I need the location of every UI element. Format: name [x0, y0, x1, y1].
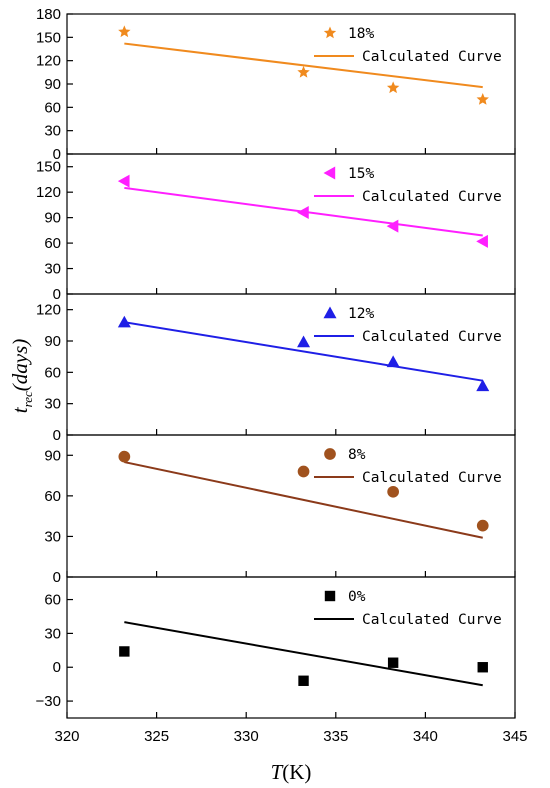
data-point	[297, 206, 309, 220]
panel-frame	[66, 576, 516, 719]
data-point	[476, 234, 488, 248]
x-tick-label: 345	[502, 728, 527, 745]
panel-3: 0 30 60 90 8% Calculated Curve	[44, 434, 516, 586]
data-point	[387, 657, 399, 668]
fit-line	[124, 621, 483, 687]
data-point	[476, 93, 489, 105]
data-point	[476, 519, 489, 532]
data-point	[117, 174, 130, 188]
y-tick-label: 90	[44, 210, 61, 227]
x-tick-label: 325	[144, 728, 169, 745]
data-point	[297, 65, 310, 78]
y-tick-label: 60	[44, 235, 61, 252]
data-point	[387, 485, 399, 498]
y-tick-label: 60	[44, 99, 61, 116]
data-point	[297, 335, 311, 348]
data-point	[386, 81, 400, 94]
y-tick-label: 180	[36, 6, 61, 23]
y-tick-label: 90	[44, 447, 61, 464]
legend-fit-label: Calculated Curve	[362, 470, 502, 486]
data-point	[477, 662, 488, 673]
x-tick-label: 335	[323, 728, 348, 745]
y-tick-label: 30	[44, 123, 61, 140]
x-tick-label: 340	[413, 728, 438, 745]
panel-0: 0 30 60 90 120 150 180 18% Calculated Curve	[36, 6, 516, 163]
legend-marker	[323, 166, 336, 180]
y-tick-label: 60	[44, 488, 61, 505]
y-tick-label: 0	[53, 659, 61, 676]
legend-marker	[324, 448, 336, 460]
legend-fit-label: Calculated Curve	[362, 612, 502, 628]
y-tick-label: 0	[53, 569, 61, 586]
legend-marker	[324, 590, 336, 602]
y-tick-label: 120	[36, 53, 61, 70]
fit-line	[124, 461, 483, 539]
legend-series-label: 15%	[348, 166, 374, 182]
y-tick-label: 0	[53, 286, 61, 303]
data-point	[476, 379, 490, 392]
data-point	[386, 219, 399, 233]
panel-2: 0 30 60 90 120 12% Calculated Curve	[36, 293, 516, 444]
x-tick-label: 320	[54, 728, 79, 745]
y-axis-title: trec(days)	[8, 339, 35, 413]
x-axis-title: T(K)	[271, 760, 312, 784]
fit-line	[124, 321, 483, 382]
data-point	[117, 315, 131, 328]
y-tick-label: 120	[36, 302, 61, 319]
legend-fit-label: Calculated Curve	[362, 189, 502, 205]
fit-line	[124, 42, 483, 89]
y-tick-label: 150	[36, 29, 61, 46]
y-tick-label: 120	[36, 184, 61, 201]
y-tick-label: 90	[44, 76, 61, 93]
data-point	[297, 465, 310, 478]
legend-series-label: 12%	[348, 306, 374, 322]
panel-frame	[66, 293, 516, 436]
legend-series-label: 18%	[348, 26, 374, 42]
y-tick-label: 60	[44, 592, 61, 609]
data-point	[119, 646, 130, 657]
legend-marker	[323, 306, 337, 319]
y-tick-label: 30	[44, 396, 61, 413]
panel-4: −30 0 30 60 0% Calculated Curve	[36, 576, 516, 719]
panel-frame	[66, 153, 516, 295]
panel-1: 0 30 60 90 120 150 15% Calculated Curve	[36, 153, 516, 303]
y-tick-label: −30	[36, 693, 61, 710]
legend-series-label: 0%	[348, 589, 366, 605]
y-tick-label: 0	[53, 427, 61, 444]
y-tick-label: 30	[44, 528, 61, 545]
legend-fit-label: Calculated Curve	[362, 49, 502, 65]
legend-marker	[323, 26, 337, 39]
panel-frame	[66, 434, 516, 578]
x-tick-label: 330	[234, 728, 259, 745]
data-point	[118, 450, 131, 463]
data-point	[118, 25, 131, 38]
y-tick-label: 30	[44, 625, 61, 642]
legend-series-label: 8%	[348, 447, 366, 463]
data-point	[386, 355, 400, 368]
panel-frame	[66, 13, 516, 155]
y-tick-label: 60	[44, 364, 61, 381]
y-tick-label: 90	[44, 333, 61, 350]
y-tick-label: 150	[36, 159, 61, 176]
legend-fit-label: Calculated Curve	[362, 329, 502, 345]
data-point	[298, 675, 309, 686]
y-tick-label: 0	[53, 146, 61, 163]
y-tick-label: 30	[44, 261, 61, 278]
